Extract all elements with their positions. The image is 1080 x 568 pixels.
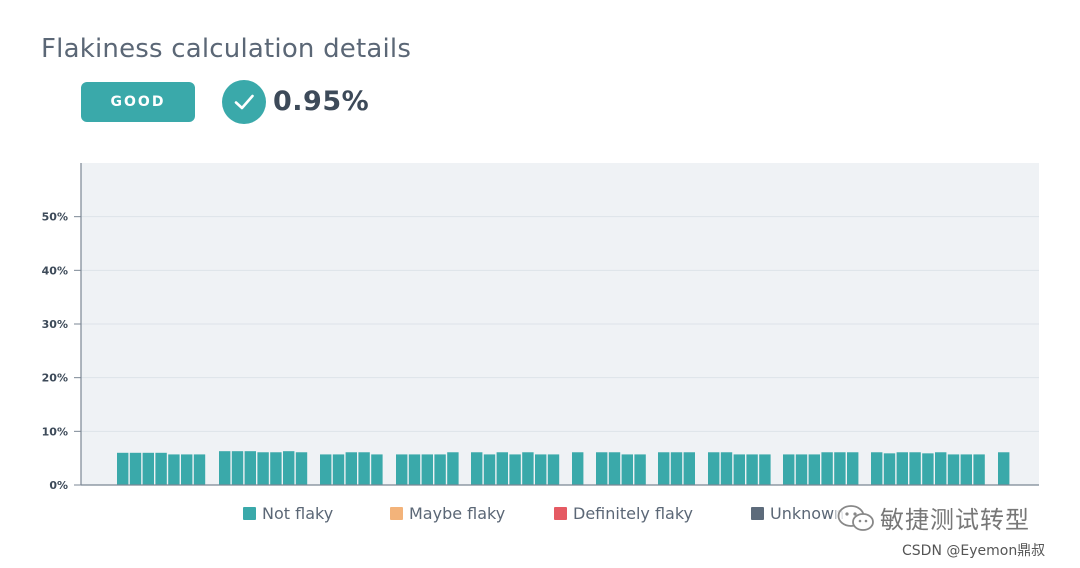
bar-not-flaky <box>396 454 408 485</box>
bar-not-flaky <box>522 452 534 485</box>
bar-not-flaky <box>947 454 960 485</box>
bar-not-flaky <box>621 454 633 485</box>
bar-not-flaky <box>320 454 332 485</box>
bar-not-flaky <box>960 454 972 485</box>
bar-not-flaky <box>168 454 180 485</box>
watermark: 敏捷测试转型 <box>836 500 1034 535</box>
watermark-text: 敏捷测试转型 <box>880 506 1030 534</box>
bar-not-flaky <box>572 452 584 485</box>
legend-item: Definitely flaky <box>554 504 693 523</box>
bar-not-flaky <box>345 452 357 485</box>
bar-not-flaky <box>935 452 947 485</box>
page-title: Flakiness calculation details <box>41 34 412 64</box>
bar-not-flaky <box>129 452 142 485</box>
bar-not-flaky <box>834 452 846 485</box>
bar-not-flaky <box>295 452 308 485</box>
legend-label: Definitely flaky <box>573 504 693 523</box>
bar-not-flaky <box>371 454 383 485</box>
bar-not-flaky <box>358 452 370 485</box>
bar-not-flaky <box>117 452 129 485</box>
bar-not-flaky <box>808 454 820 485</box>
bar-not-flaky <box>219 451 231 485</box>
bar-not-flaky <box>596 452 608 485</box>
legend-swatch <box>554 507 567 520</box>
y-tick-label: 20% <box>42 372 68 385</box>
bar-not-flaky <box>509 454 521 485</box>
bar-not-flaky <box>783 454 795 485</box>
y-tick-label: 10% <box>42 425 68 438</box>
check-circle-icon <box>222 80 266 124</box>
bar-not-flaky <box>683 452 695 485</box>
bar-not-flaky <box>658 452 670 485</box>
legend-item: Not flaky <box>243 504 333 523</box>
flakiness-score: 0.95% <box>273 86 370 117</box>
bar-not-flaky <box>608 452 621 485</box>
bar-not-flaky <box>155 452 167 485</box>
y-tick-label: 30% <box>42 318 68 331</box>
y-tick-label: 50% <box>42 211 68 224</box>
legend-swatch <box>751 507 764 520</box>
bar-not-flaky <box>883 453 896 485</box>
legend-item: Maybe flaky <box>390 504 505 523</box>
bar-not-flaky <box>871 452 883 485</box>
bar-not-flaky <box>483 454 496 485</box>
check-mark-glyph <box>234 94 254 110</box>
bar-not-flaky <box>244 451 256 485</box>
bar-not-flaky <box>896 452 908 485</box>
bar-not-flaky <box>547 454 560 485</box>
legend-swatch <box>243 507 256 520</box>
bar-not-flaky <box>634 454 646 485</box>
bar-not-flaky <box>746 454 758 485</box>
bar-not-flaky <box>193 454 206 485</box>
bar-not-flaky <box>421 454 433 485</box>
bar-not-flaky <box>496 452 508 485</box>
bar-not-flaky <box>332 454 345 485</box>
bar-not-flaky <box>535 454 547 485</box>
bar-not-flaky <box>733 454 745 485</box>
bar-not-flaky <box>909 452 921 485</box>
status-badge: GOOD <box>81 82 195 122</box>
bar-not-flaky <box>270 452 282 485</box>
bar-not-flaky <box>821 452 833 485</box>
bar-not-flaky <box>670 452 683 485</box>
bar-not-flaky <box>973 454 985 485</box>
bar-not-flaky <box>795 454 808 485</box>
bar-not-flaky <box>181 454 193 485</box>
watermark-credit: CSDN @Eyemon鼎叔 <box>902 543 1046 559</box>
y-tick-label: 0% <box>49 479 68 492</box>
bar-not-flaky <box>231 451 244 485</box>
y-tick-label: 40% <box>42 264 68 277</box>
wechat-icon <box>837 504 874 531</box>
bar-not-flaky <box>257 452 269 485</box>
bar-not-flaky <box>998 452 1010 485</box>
bar-not-flaky <box>471 452 483 485</box>
bar-not-flaky <box>408 454 421 485</box>
bar-not-flaky <box>447 452 459 485</box>
chart-legend: Not flaky Maybe flaky Definitely flaky Unkn… <box>0 504 1080 528</box>
legend-label: Not flaky <box>262 504 334 523</box>
bar-not-flaky <box>847 452 859 485</box>
legend-label: Unknown <box>770 504 845 523</box>
bar-not-flaky <box>720 452 733 485</box>
bar-not-flaky <box>142 452 154 485</box>
bar-not-flaky <box>759 454 771 485</box>
bar-not-flaky <box>283 451 295 485</box>
bar-not-flaky <box>922 453 934 485</box>
legend-label: Maybe flaky <box>409 504 506 523</box>
bar-not-flaky <box>708 452 720 485</box>
legend-item: Unknown <box>751 504 844 523</box>
legend-swatch <box>390 507 403 520</box>
bar-not-flaky <box>434 454 446 485</box>
flakiness-bar-chart: 0% 10% 20% 30% 40% 50% <box>42 163 1039 492</box>
